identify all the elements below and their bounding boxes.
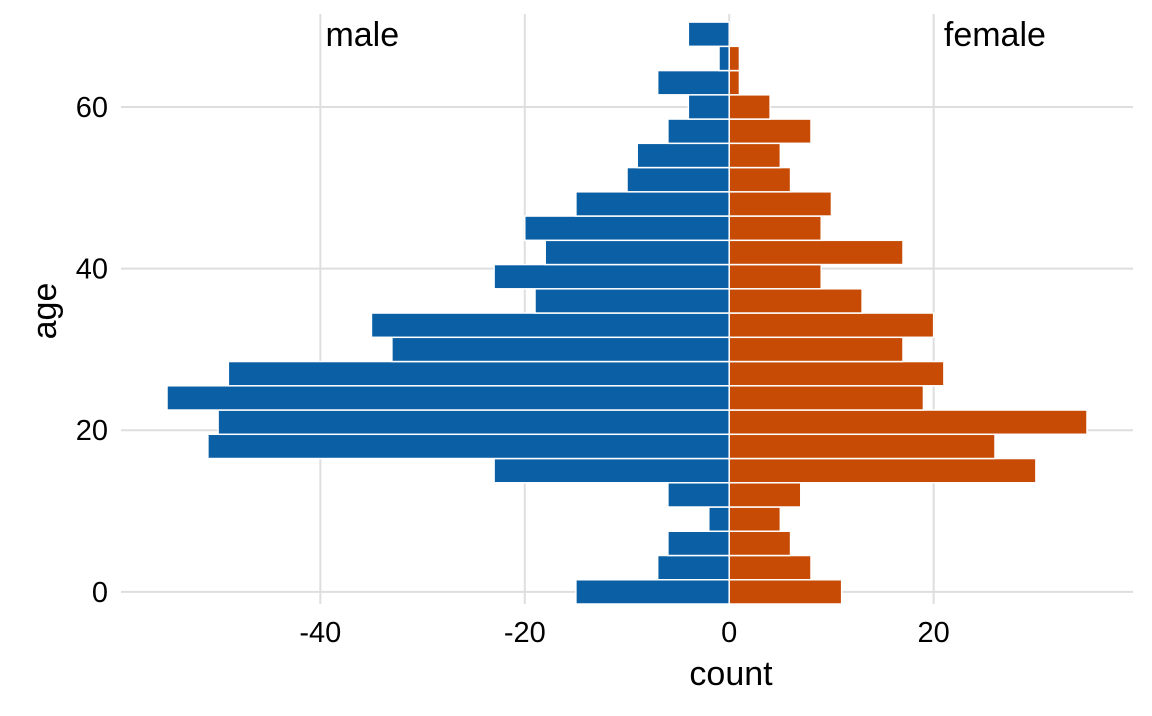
axes: -40 -20 0 20 0 20 40 60 xyxy=(76,92,950,649)
y-axis-title: age xyxy=(26,283,64,340)
female-bar xyxy=(728,554,812,581)
female-bar xyxy=(728,94,771,120)
female-bar xyxy=(728,579,843,605)
annotation-label-female: female xyxy=(944,16,1046,54)
female-bar xyxy=(728,409,1088,436)
male-bar xyxy=(708,506,730,533)
male-bar xyxy=(217,409,730,436)
female-bar xyxy=(728,482,802,508)
female-bar xyxy=(728,191,833,217)
male-bar xyxy=(391,336,730,363)
female-bar xyxy=(728,360,945,387)
female-bar xyxy=(728,118,812,145)
male-bar xyxy=(575,191,730,217)
x-tick-label: 20 xyxy=(918,617,950,649)
x-tick-label: 0 xyxy=(721,617,737,649)
female-bar xyxy=(728,433,996,460)
male-bar xyxy=(626,166,730,193)
male-bar xyxy=(718,45,730,72)
male-bar xyxy=(166,385,730,411)
male-bar xyxy=(493,263,730,290)
female-bar xyxy=(728,239,904,266)
bars xyxy=(166,21,1088,605)
female-bar xyxy=(728,506,782,533)
male-bar xyxy=(524,215,730,242)
male-bar xyxy=(667,530,730,557)
female-bar xyxy=(728,45,741,72)
annotations: male female xyxy=(325,16,1046,54)
female-bar xyxy=(728,166,792,193)
male-bar xyxy=(227,360,730,387)
female-bar xyxy=(728,336,904,363)
female-bar xyxy=(728,457,1037,484)
male-bar xyxy=(687,94,730,120)
x-tick-label: -20 xyxy=(504,617,546,649)
y-tick-label: 20 xyxy=(76,415,108,447)
male-bar xyxy=(493,457,730,484)
male-bar xyxy=(575,579,730,605)
female-bar xyxy=(728,142,782,169)
female-bar xyxy=(728,530,792,557)
female-bar xyxy=(728,385,925,411)
y-tick-label: 40 xyxy=(76,254,108,286)
female-bar xyxy=(728,263,822,290)
female-bar xyxy=(728,312,935,339)
male-bar xyxy=(534,288,730,314)
male-bar xyxy=(207,433,730,460)
male-bar xyxy=(636,142,730,169)
x-tick-label: -40 xyxy=(299,617,341,649)
annotation-label-male: male xyxy=(325,16,399,54)
y-tick-label: 60 xyxy=(76,92,108,124)
male-bar xyxy=(370,312,730,339)
female-bar xyxy=(728,69,741,96)
male-bar xyxy=(667,118,730,145)
x-axis-title: count xyxy=(689,655,773,693)
male-bar xyxy=(667,482,730,508)
female-bar xyxy=(728,215,822,242)
y-tick-label: 0 xyxy=(92,577,108,609)
male-bar xyxy=(656,554,730,581)
male-bar xyxy=(544,239,730,266)
male-bar xyxy=(656,69,730,96)
male-bar xyxy=(687,21,730,48)
female-bar xyxy=(728,288,863,314)
